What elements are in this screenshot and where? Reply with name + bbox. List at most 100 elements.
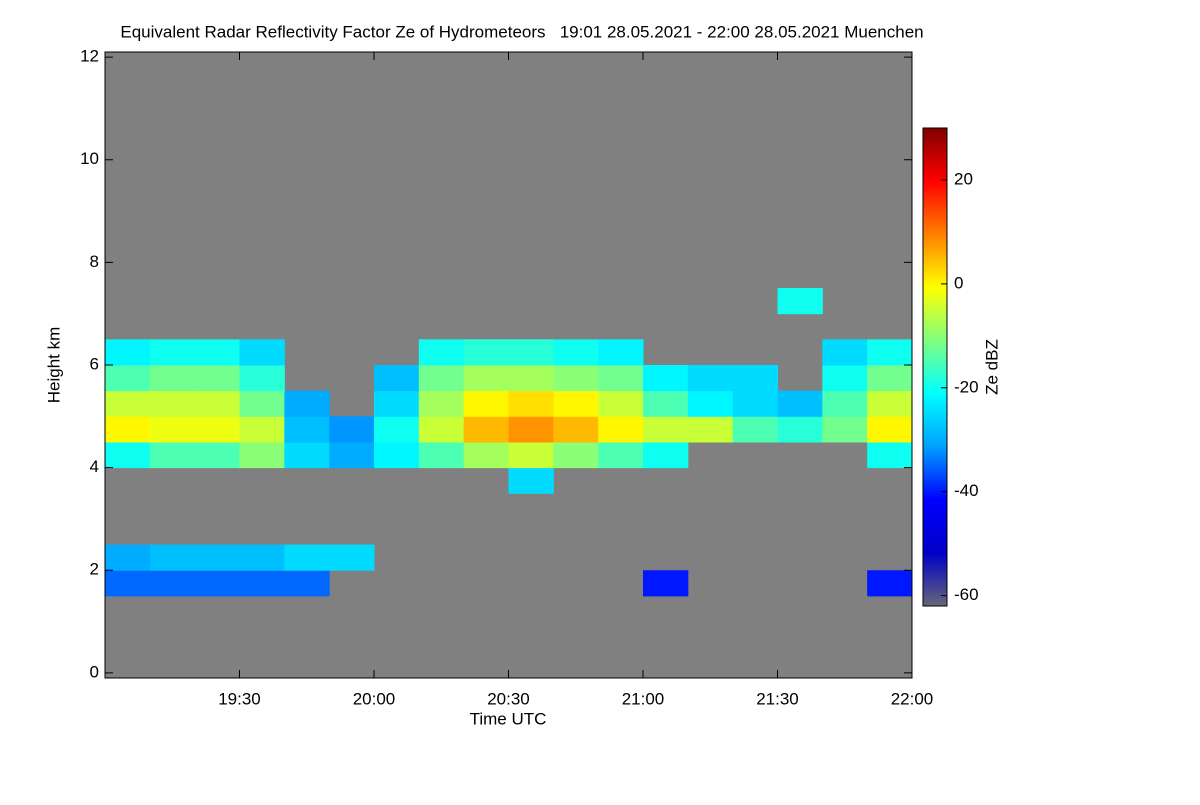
heatmap-cell	[867, 390, 913, 417]
heatmap-cell	[418, 365, 465, 392]
heatmap-cell	[374, 441, 420, 469]
chart-title: Equivalent Radar Reflectivity Factor Ze …	[120, 22, 923, 41]
heatmap-cell	[194, 390, 240, 417]
heatmap-cell	[508, 416, 554, 443]
x-tick-label: 21:30	[756, 689, 799, 708]
heatmap-cell	[418, 416, 465, 443]
heatmap-cell	[598, 416, 644, 443]
heatmap-cell	[463, 390, 509, 417]
heatmap-cell	[105, 416, 151, 443]
heatmap-cell	[418, 339, 465, 366]
heatmap-cell	[105, 570, 151, 597]
heatmap-cell	[867, 441, 913, 469]
heatmap-cell	[149, 339, 196, 366]
heatmap-cell	[643, 570, 689, 597]
x-axis-label: Time UTC	[470, 709, 547, 728]
heatmap-cell	[239, 339, 285, 366]
heatmap-cell	[508, 365, 554, 392]
heatmap-cell	[149, 365, 196, 392]
heatmap-cell	[239, 544, 285, 571]
heatmap-cell	[194, 365, 240, 392]
heatmap-cell	[284, 544, 330, 571]
heatmap-cell	[463, 416, 509, 443]
colorbar-tick-label: -40	[954, 481, 979, 500]
heatmap-cell	[284, 441, 330, 469]
heatmap-cell	[643, 441, 689, 469]
heatmap-cell	[777, 288, 823, 315]
heatmap-cell	[687, 390, 734, 417]
heatmap-cell	[463, 339, 509, 366]
heatmap-cell	[239, 416, 285, 443]
heatmap-cell	[822, 390, 868, 417]
heatmap-cell	[463, 441, 509, 469]
heatmap-cell	[553, 339, 599, 366]
heatmap-cell	[239, 365, 285, 392]
heatmap-cell	[105, 544, 151, 571]
heatmap-cell	[463, 365, 509, 392]
x-tick-label: 22:00	[891, 689, 934, 708]
y-tick-label: 12	[80, 47, 99, 66]
heatmap-cell	[149, 544, 196, 571]
heatmap-cell	[239, 390, 285, 417]
heatmap-cell	[105, 390, 151, 417]
heatmap-cell	[149, 441, 196, 469]
heatmap-cell	[329, 544, 375, 571]
heatmap-cell	[194, 416, 240, 443]
colorbar-tick-label: 0	[954, 273, 963, 292]
heatmap-cell	[732, 416, 778, 443]
y-tick-label: 10	[80, 149, 99, 168]
heatmap-cell	[822, 416, 868, 443]
heatmap-cell	[508, 339, 554, 366]
x-tick-label: 20:00	[353, 689, 396, 708]
heatmap-cell	[598, 390, 644, 417]
heatmap-cell	[374, 365, 420, 392]
heatmap-cell	[867, 416, 913, 443]
heatmap-cell	[194, 339, 240, 366]
colorbar-tick-label: -20	[954, 377, 979, 396]
heatmap-cell	[553, 390, 599, 417]
heatmap-cell	[194, 441, 240, 469]
heatmap-cell	[867, 365, 913, 392]
heatmap-cell	[418, 441, 465, 469]
heatmap-cell	[867, 339, 913, 366]
heatmap-cell	[105, 365, 151, 392]
y-tick-label: 8	[90, 252, 99, 271]
heatmap-cell	[508, 467, 554, 494]
heatmap-cell	[687, 416, 734, 443]
heatmap-cell	[105, 339, 151, 366]
x-tick-label: 21:00	[622, 689, 665, 708]
colorbar-tick-label: 20	[954, 169, 973, 188]
heatmap-cell	[553, 365, 599, 392]
y-tick-label: 4	[90, 457, 99, 476]
heatmap-cell	[239, 441, 285, 469]
heatmap-cell	[687, 365, 734, 392]
heatmap-cell	[777, 416, 823, 443]
y-tick-label: 6	[90, 354, 99, 373]
heatmap-cell	[149, 390, 196, 417]
heatmap-cell	[105, 441, 151, 469]
colorbar-tick-label: -60	[954, 585, 979, 604]
heatmap-cell	[867, 570, 913, 597]
heatmap-cell	[553, 441, 599, 469]
heatmap-cell	[643, 365, 689, 392]
heatmap-cell	[777, 390, 823, 417]
heatmap-cell	[643, 416, 689, 443]
heatmap-cell	[194, 544, 240, 571]
heatmap-cell	[374, 390, 420, 417]
heatmap-cell	[553, 416, 599, 443]
colorbar	[922, 127, 948, 607]
y-tick-label: 0	[90, 662, 99, 681]
x-tick-label: 20:30	[487, 689, 530, 708]
heatmap-cell	[284, 570, 330, 597]
heatmap-cell	[329, 441, 375, 469]
heatmap-cell	[508, 390, 554, 417]
heatmap-cell	[598, 339, 644, 366]
heatmap-cell	[598, 441, 644, 469]
heatmap-cell	[149, 416, 196, 443]
heatmap-cell	[374, 416, 420, 443]
heatmap-cell	[329, 416, 375, 443]
heatmap-cell	[643, 390, 689, 417]
heatmap-cell	[732, 365, 778, 392]
